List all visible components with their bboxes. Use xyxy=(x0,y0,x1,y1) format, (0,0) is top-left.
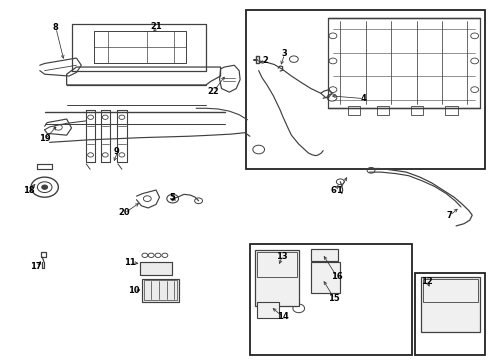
Text: 13: 13 xyxy=(276,252,288,261)
Bar xyxy=(415,273,486,355)
Bar xyxy=(255,250,299,306)
Circle shape xyxy=(42,185,48,189)
Text: 17: 17 xyxy=(30,262,42,271)
Text: 5: 5 xyxy=(170,193,175,202)
Bar xyxy=(423,279,478,302)
Text: 2: 2 xyxy=(263,57,269,66)
Bar xyxy=(145,280,177,300)
Text: 15: 15 xyxy=(328,294,340,303)
Text: 1: 1 xyxy=(336,185,342,194)
Text: 10: 10 xyxy=(128,286,140,295)
Text: 21: 21 xyxy=(150,22,162,31)
Bar xyxy=(377,106,389,115)
Bar xyxy=(143,279,179,302)
Bar xyxy=(311,262,340,293)
Text: 4: 4 xyxy=(360,94,366,103)
Text: 20: 20 xyxy=(118,208,130,217)
Bar xyxy=(250,244,412,355)
Text: 7: 7 xyxy=(446,211,452,220)
Bar xyxy=(421,277,480,332)
Text: 14: 14 xyxy=(277,312,289,321)
Bar xyxy=(246,10,486,168)
Bar xyxy=(140,262,172,275)
Text: 18: 18 xyxy=(23,185,35,194)
Bar xyxy=(311,249,338,261)
Bar xyxy=(411,106,423,115)
Text: 6: 6 xyxy=(331,185,337,194)
Text: 19: 19 xyxy=(39,134,50,143)
Text: 9: 9 xyxy=(114,147,120,156)
Text: 11: 11 xyxy=(124,258,136,267)
Bar xyxy=(257,252,297,277)
Text: 8: 8 xyxy=(52,23,58,32)
Text: 12: 12 xyxy=(421,276,433,285)
Text: 16: 16 xyxy=(331,272,343,281)
Bar xyxy=(347,106,360,115)
Text: 3: 3 xyxy=(281,49,287,58)
Text: 22: 22 xyxy=(207,86,219,95)
Bar xyxy=(328,18,480,108)
Bar xyxy=(257,302,279,318)
Bar xyxy=(445,106,458,115)
